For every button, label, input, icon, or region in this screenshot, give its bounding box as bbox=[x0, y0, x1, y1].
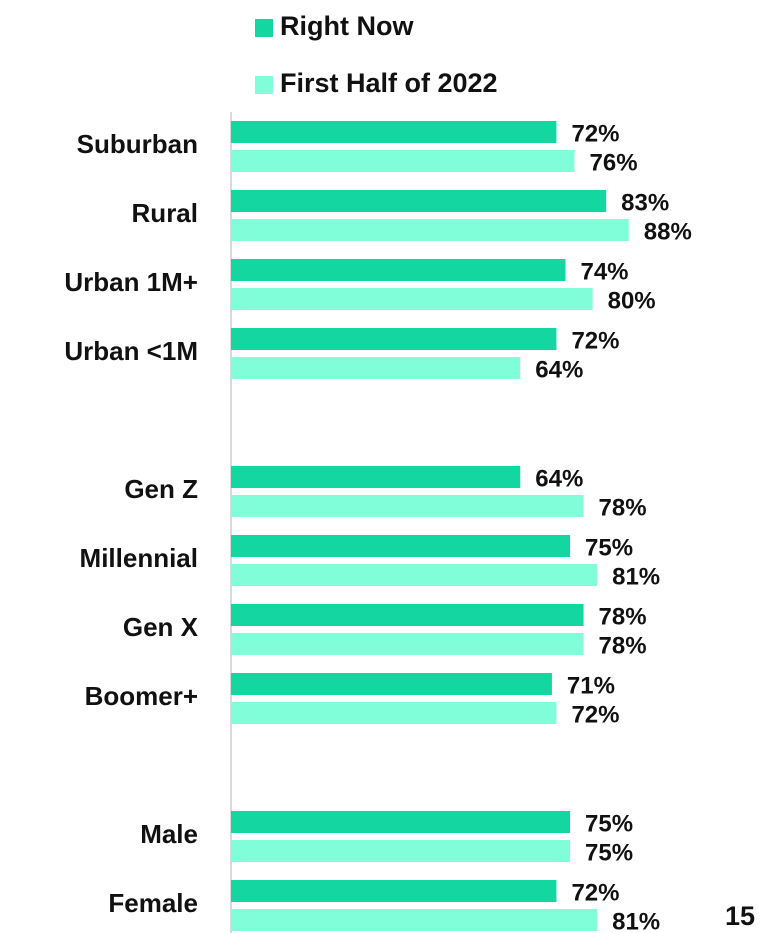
value-label: 72% bbox=[571, 879, 619, 906]
bar bbox=[231, 909, 598, 931]
category-label: Millennial bbox=[80, 543, 198, 573]
category-label: Gen X bbox=[123, 612, 199, 642]
value-label: 80% bbox=[608, 287, 656, 314]
value-label: 88% bbox=[644, 218, 692, 245]
value-label: 64% bbox=[535, 465, 583, 492]
value-label: 83% bbox=[621, 189, 669, 216]
category-label: Urban <1M bbox=[64, 336, 198, 366]
value-label: 81% bbox=[612, 908, 660, 933]
bar bbox=[231, 121, 557, 143]
value-label: 78% bbox=[599, 632, 647, 659]
bar bbox=[231, 150, 575, 172]
category-label: Male bbox=[140, 819, 198, 849]
bar bbox=[231, 259, 566, 281]
bar bbox=[231, 604, 584, 626]
value-label: 76% bbox=[590, 149, 638, 176]
value-label: 64% bbox=[535, 356, 583, 383]
bar bbox=[231, 702, 557, 724]
legend-swatch bbox=[255, 76, 273, 94]
value-label: 78% bbox=[599, 603, 647, 630]
bar bbox=[231, 495, 584, 517]
bar bbox=[231, 328, 557, 350]
bar bbox=[231, 633, 584, 655]
value-label: 75% bbox=[585, 534, 633, 561]
category-label: Gen Z bbox=[124, 474, 198, 504]
category-label: Suburban bbox=[77, 129, 198, 159]
bar bbox=[231, 880, 557, 902]
value-label: 81% bbox=[612, 563, 660, 590]
page-number: 15 bbox=[725, 901, 755, 931]
value-label: 72% bbox=[571, 120, 619, 147]
value-label: 74% bbox=[580, 258, 628, 285]
bar bbox=[231, 673, 552, 695]
bar bbox=[231, 564, 598, 586]
bar bbox=[231, 357, 521, 379]
bar bbox=[231, 811, 570, 833]
category-label: Female bbox=[108, 888, 198, 918]
legend-label: First Half of 2022 bbox=[280, 68, 498, 98]
value-label: 75% bbox=[585, 810, 633, 837]
bar bbox=[231, 840, 570, 862]
value-label: 75% bbox=[585, 839, 633, 866]
legend-label: Right Now bbox=[280, 11, 414, 41]
bar bbox=[231, 190, 607, 212]
bar bbox=[231, 466, 521, 488]
category-label: Boomer+ bbox=[85, 681, 198, 711]
value-label: 72% bbox=[571, 701, 619, 728]
legend-swatch bbox=[255, 19, 273, 37]
category-label: Urban 1M+ bbox=[64, 267, 198, 297]
value-label: 71% bbox=[567, 672, 615, 699]
bar bbox=[231, 288, 593, 310]
value-label: 72% bbox=[571, 327, 619, 354]
bar bbox=[231, 219, 629, 241]
bar bbox=[231, 535, 570, 557]
value-label: 78% bbox=[599, 494, 647, 521]
category-label: Rural bbox=[132, 198, 198, 228]
